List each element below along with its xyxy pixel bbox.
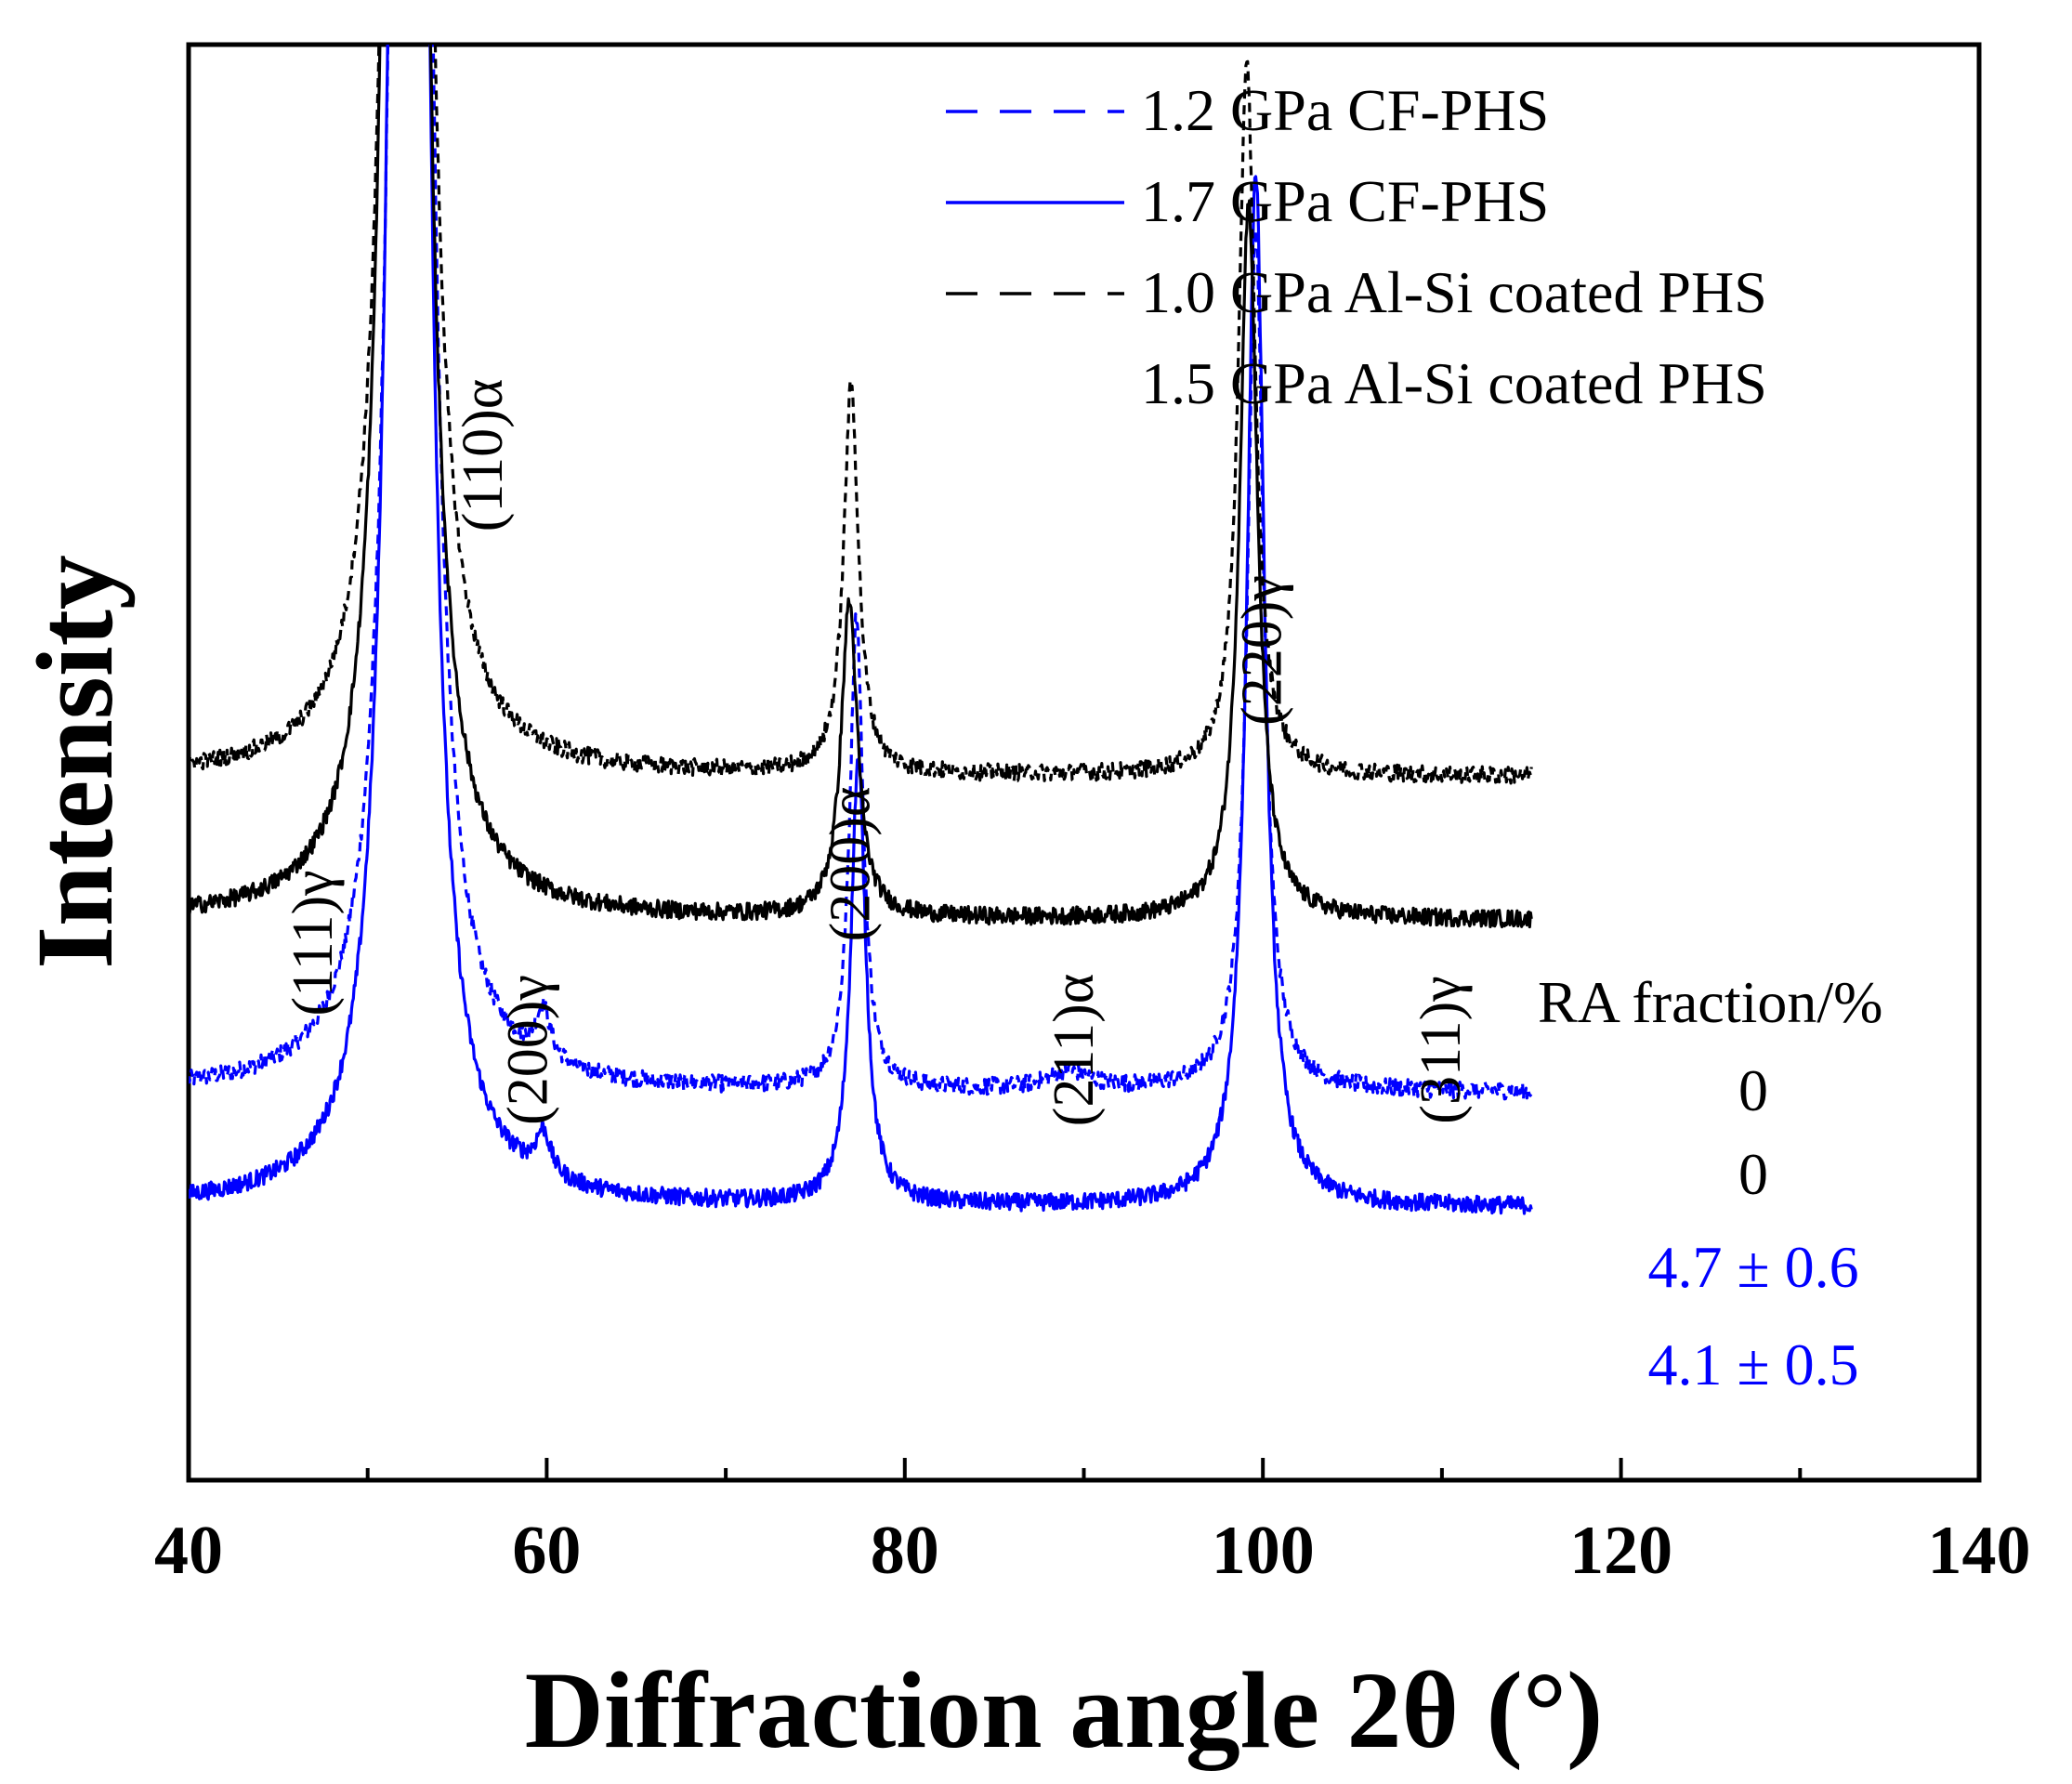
x-tick-label: 140 <box>1928 1513 2031 1589</box>
x-tick-label: 60 <box>512 1513 581 1589</box>
peak-label: (211)α <box>1043 974 1106 1126</box>
x-tick-label: 80 <box>871 1513 939 1589</box>
legend: 1.2 GPa CF-PHS 1.7 GPa CF-PHS 1.0 GPa Al-S… <box>946 77 1767 416</box>
legend-label: 1.2 GPa CF-PHS <box>1141 77 1549 143</box>
legend-label: 1.0 GPa Al-Si coated PHS <box>1141 259 1767 325</box>
peak-label: (200)γ <box>496 975 559 1125</box>
legend-label: 1.7 GPa CF-PHS <box>1141 168 1549 234</box>
y-axis-title: Intensity <box>14 555 136 969</box>
peak-annotations: (111)γ (110)α (200)γ (200)α (211)α (220)γ (311… <box>282 379 1473 1126</box>
peak-label: (200)α <box>819 787 882 942</box>
ra-header: RA fraction/% <box>1538 969 1882 1035</box>
x-tick-label: 100 <box>1212 1513 1315 1589</box>
ra-fraction-column: RA fraction/% 0 0 4.7 ± 0.6 4.1 ± 0.5 <box>1538 969 1882 1397</box>
x-tick-label: 120 <box>1569 1513 1672 1589</box>
ra-value: 4.1 ± 0.5 <box>1647 1331 1858 1397</box>
peak-label: (311)γ <box>1410 976 1473 1123</box>
series-layer <box>189 45 1533 1215</box>
x-tick-label: 40 <box>154 1513 223 1589</box>
x-axis: 40 60 80 100 120 140 <box>154 1458 2031 1589</box>
ra-value: 0 <box>1738 1141 1768 1207</box>
peak-label: (110)α <box>452 379 515 531</box>
x-axis-title: Diffraction angle 2θ (°) <box>525 1649 1604 1771</box>
peak-label: (111)γ <box>282 870 345 1016</box>
series-line-3 <box>189 45 1533 785</box>
series-line-1 <box>189 45 1533 1101</box>
ra-value: 4.7 ± 0.6 <box>1647 1234 1858 1300</box>
series-line-4 <box>189 45 1533 929</box>
legend-label: 1.5 GPa Al-Si coated PHS <box>1141 350 1767 416</box>
ra-value: 0 <box>1738 1057 1768 1123</box>
peak-label: (220)γ <box>1230 575 1293 726</box>
